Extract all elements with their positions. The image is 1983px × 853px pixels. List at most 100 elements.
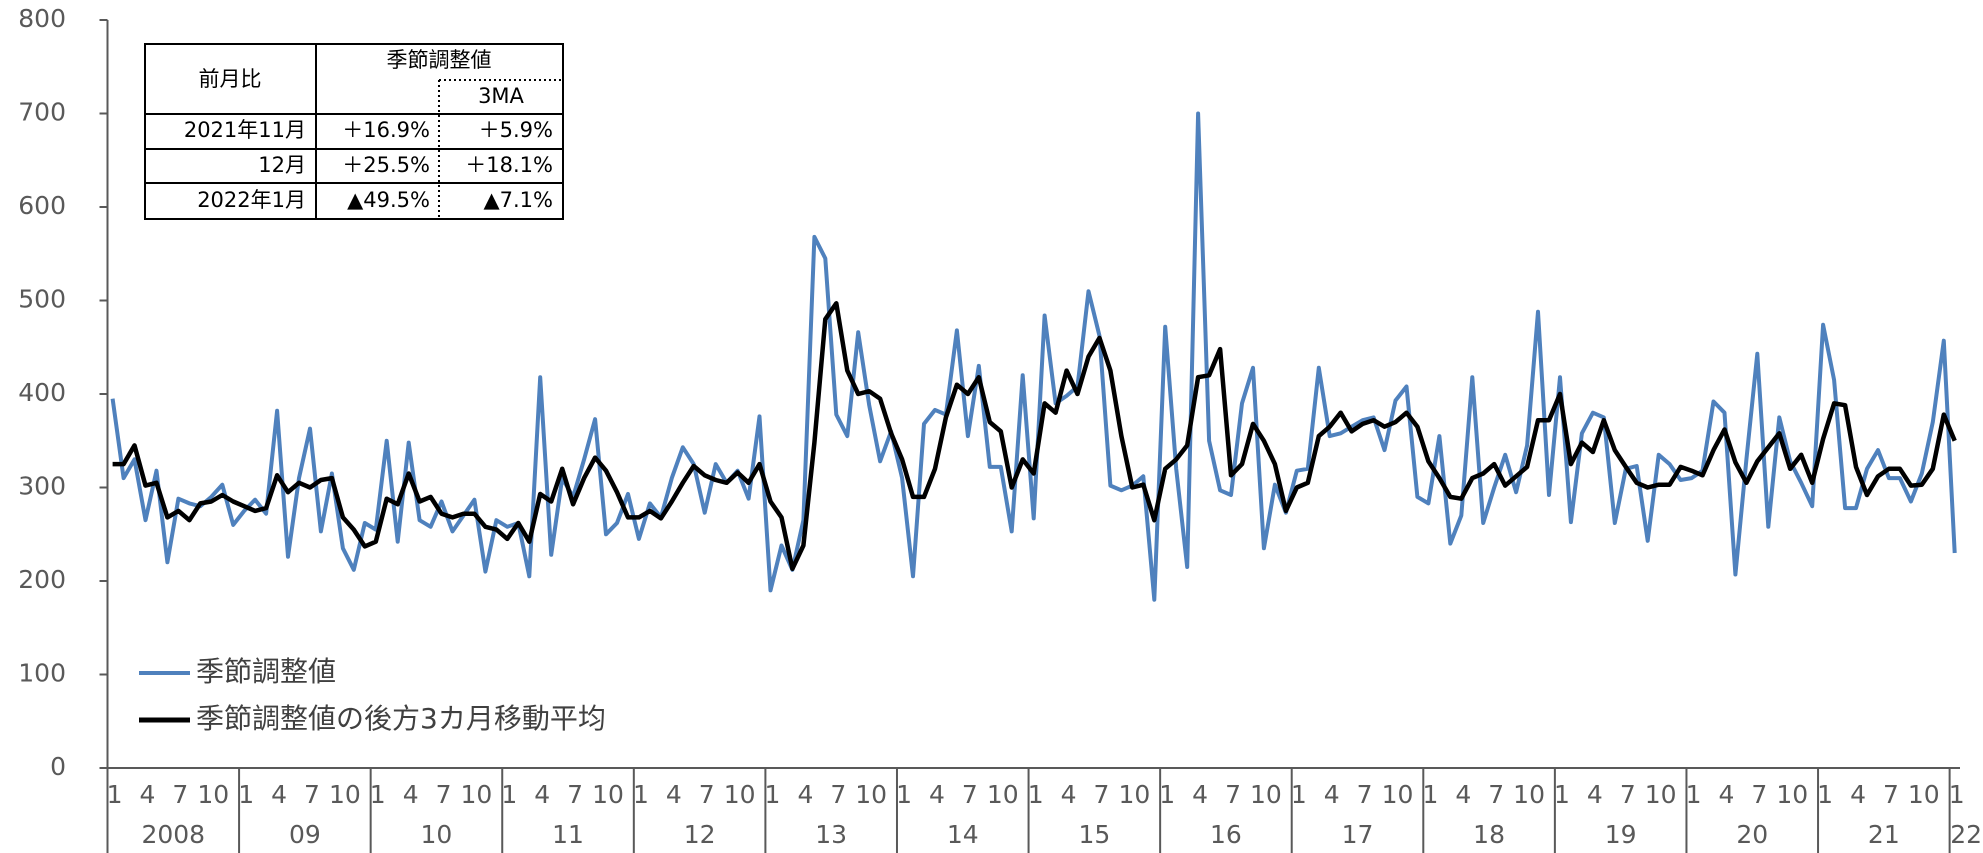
x-tick-label: 7 [699, 780, 715, 809]
y-tick-label: 300 [18, 472, 66, 501]
x-tick-label: 4 [403, 780, 419, 809]
x-tick-label: 1 [896, 780, 912, 809]
table-cell: ▲49.5% [347, 188, 430, 212]
year-label: 16 [1210, 820, 1242, 849]
x-tick-label: 7 [1751, 780, 1767, 809]
x-tick-label: 4 [666, 780, 682, 809]
x-tick-label: 10 [592, 780, 624, 809]
table-header: 3MA [478, 84, 524, 108]
y-tick-label: 700 [18, 98, 66, 127]
year-label: 21 [1868, 820, 1900, 849]
x-tick-label: 7 [172, 780, 188, 809]
x-tick-label: 10 [1908, 780, 1940, 809]
x-tick-label: 4 [1455, 780, 1471, 809]
x-tick-label: 1 [1159, 780, 1175, 809]
year-label: 2008 [141, 820, 205, 849]
x-tick-label: 10 [1118, 780, 1150, 809]
table-cell: ＋25.5% [342, 153, 430, 177]
year-label: 18 [1473, 820, 1505, 849]
x-tick-label: 1 [501, 780, 517, 809]
table-border [144, 43, 564, 220]
legend-label: 季節調整値 [196, 655, 336, 688]
x-tick-label: 10 [1776, 780, 1808, 809]
series-line [110, 111, 1957, 602]
x-tick-label: 4 [797, 780, 813, 809]
x-tick-label: 1 [1949, 780, 1965, 809]
x-tick-label: 1 [1817, 780, 1833, 809]
x-tick-label: 4 [1061, 780, 1077, 809]
year-label: 22 [1950, 820, 1982, 849]
series-line [112, 301, 1957, 572]
x-tick-label: 1 [1686, 780, 1702, 809]
x-tick-label: 1 [1554, 780, 1570, 809]
x-tick-label: 4 [1324, 780, 1340, 809]
x-tick-label: 1 [1291, 780, 1307, 809]
x-tick-label: 7 [1225, 780, 1241, 809]
year-label: 09 [289, 820, 321, 849]
x-tick-label: 4 [929, 780, 945, 809]
x-tick-label: 10 [1513, 780, 1545, 809]
x-tick-label: 10 [724, 780, 756, 809]
year-label: 17 [1342, 820, 1374, 849]
x-tick-label: 7 [304, 780, 320, 809]
year-label: 20 [1736, 820, 1768, 849]
y-tick-label: 800 [18, 4, 66, 33]
x-tick-label: 10 [1250, 780, 1282, 809]
year-label: 15 [1078, 820, 1110, 849]
x-tick-label: 1 [107, 780, 123, 809]
x-tick-label: 1 [238, 780, 254, 809]
table-cell: ＋16.9% [342, 118, 430, 142]
x-tick-label: 7 [1488, 780, 1504, 809]
x-tick-label: 7 [1357, 780, 1373, 809]
table-cell: 2021年11月 [184, 118, 306, 142]
x-tick-label: 7 [1620, 780, 1636, 809]
legend-label: 季節調整値の後方3カ月移動平均 [196, 702, 606, 735]
x-tick-label: 1 [370, 780, 386, 809]
x-tick-label: 4 [1850, 780, 1866, 809]
x-tick-label: 10 [197, 780, 229, 809]
year-label: 10 [421, 820, 453, 849]
x-tick-label: 1 [633, 780, 649, 809]
x-tick-label: 4 [1587, 780, 1603, 809]
y-tick-label: 400 [18, 378, 66, 407]
table-cell: ▲7.1% [483, 188, 553, 212]
inset-table: 前月比 季節調整値 3MA 2021年11月 ＋16.9% ＋5.9% 12月 ＋25.… [144, 43, 564, 220]
x-tick-label: 4 [271, 780, 287, 809]
year-label: 11 [552, 820, 584, 849]
x-tick-label: 7 [567, 780, 583, 809]
x-tick-label: 7 [1093, 780, 1109, 809]
table-cell: ＋18.1% [465, 153, 553, 177]
table-cell: 2022年1月 [197, 188, 306, 212]
y-tick-label: 600 [18, 191, 66, 220]
table-cell: 12月 [258, 153, 306, 177]
x-tick-label: 10 [1382, 780, 1414, 809]
x-tick-label: 10 [987, 780, 1019, 809]
x-tick-label: 7 [436, 780, 452, 809]
y-tick-label: 100 [18, 659, 66, 688]
year-label: 13 [815, 820, 847, 849]
x-tick-label: 4 [1719, 780, 1735, 809]
x-tick-label: 1 [765, 780, 781, 809]
x-tick-label: 7 [830, 780, 846, 809]
year-label: 19 [1605, 820, 1637, 849]
x-tick-label: 4 [1192, 780, 1208, 809]
x-tick-label: 4 [140, 780, 156, 809]
y-tick-label: 0 [50, 752, 66, 781]
year-label: 14 [947, 820, 979, 849]
x-tick-label: 10 [329, 780, 361, 809]
y-tick-label: 200 [18, 565, 66, 594]
y-tick-label: 500 [18, 285, 66, 314]
x-tick-label: 1 [1028, 780, 1044, 809]
x-tick-label: 7 [1883, 780, 1899, 809]
table-cell: ＋5.9% [479, 118, 553, 142]
x-tick-label: 10 [461, 780, 493, 809]
table-header: 季節調整値 [387, 48, 492, 72]
x-tick-label: 4 [534, 780, 550, 809]
x-tick-label: 7 [962, 780, 978, 809]
x-tick-label: 10 [1645, 780, 1677, 809]
x-tick-label: 10 [855, 780, 887, 809]
table-header: 前月比 [199, 67, 262, 91]
x-tick-label: 1 [1422, 780, 1438, 809]
